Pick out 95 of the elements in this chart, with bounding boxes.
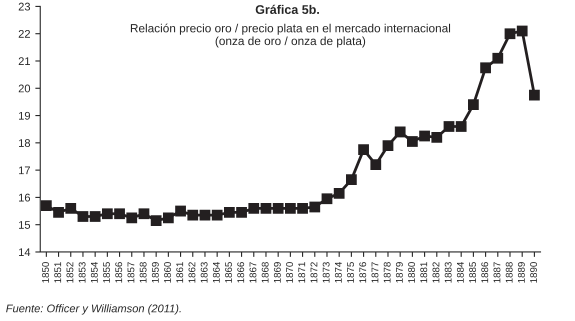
x-tick-label: 1882 [432,262,440,283]
x-tick-label: 1861 [176,262,184,283]
x-tick-label: 1870 [286,262,293,283]
point [114,208,125,220]
point [150,215,162,226]
x-tick-label: 1852 [66,262,74,283]
y-tick-label: 19 [19,112,30,120]
text: Relación precio oro / precio plata en el mercado internacional (onza de oro / onza de plata) [130,24,450,48]
y-tick-label: 16 [19,194,30,202]
point [322,193,332,204]
y-tick-label: 22 [18,30,30,38]
point [346,174,357,186]
point [382,140,394,151]
x-tick-label: 1875 [347,262,354,283]
x-tick-label: 1856 [115,262,122,283]
x-tick-label: 1865 [225,262,232,283]
point [444,121,454,132]
x-tick-label: 1883 [444,262,452,283]
point [480,62,491,74]
x-tick-label: 1859 [152,262,159,283]
point [162,212,174,224]
y-tick-label: 20 [18,84,30,92]
x-tick-label: 1873 [322,262,330,283]
x-tick-label: 1862 [188,262,196,283]
point [212,210,223,221]
x-tick-label: 1889 [518,262,525,283]
point [284,202,296,214]
point [126,212,138,224]
point [334,188,345,199]
point [407,136,418,147]
point [456,121,467,132]
x-tick-label: 1871 [298,262,306,283]
x-tick-label: 1867 [249,262,256,283]
y-tick-label: 21 [18,57,30,66]
x-tick-label: 1858 [140,262,147,283]
point [516,26,528,36]
point [40,200,52,211]
x-tick-label: 1860 [164,262,171,283]
x-tick-label: 1876 [359,262,366,283]
point [187,210,198,221]
point [297,202,308,214]
x-tick-label: 1855 [103,262,110,283]
point [504,28,516,40]
point [468,99,479,110]
x-tick-label: 1884 [456,262,464,283]
point [236,207,247,218]
x-tick-label: 1881 [420,262,428,283]
point [90,211,101,222]
x-tick-label: 1880 [408,262,415,283]
x-tick-label: 1877 [372,262,378,283]
y-tick-label: 15 [19,221,30,229]
point [65,202,76,214]
point [309,202,320,212]
point [529,90,540,100]
x-tick-label: 1888 [506,262,513,283]
y-tick-label: 23 [18,2,30,11]
x-tick-label: 1872 [310,262,318,283]
x-tick-label: 1863 [200,262,208,283]
x-tick-label: 1885 [469,262,476,283]
y-tick-label: 18 [19,139,30,147]
x-tick-label: 1850 [42,262,49,283]
x-tick-label: 1879 [396,262,403,283]
point [53,207,64,218]
x-tick-label: 1886 [481,262,488,283]
y-tick-label: 17 [19,166,30,174]
x-tick-label: 1878 [384,262,391,283]
point [260,202,272,214]
x-tick-label: 1887 [494,262,500,283]
point [492,52,504,64]
point [272,202,284,214]
x-tick-label: 1851 [54,262,62,283]
point [431,132,442,143]
point [370,159,382,170]
point [78,211,88,222]
point [224,207,235,218]
chart-title: Gráfica 5b. [256,4,319,14]
source-note: Fuente: Officer y Williamson (2011). [6,304,181,315]
point [138,208,150,220]
y-tick-label: 14 [19,248,30,256]
point [200,210,210,221]
x-tick-label: 1869 [274,262,281,283]
x-tick-label: 1868 [262,262,269,283]
point [394,126,406,138]
point [419,130,430,142]
x-tick-label: 1853 [78,262,86,283]
x-tick-label: 1854 [90,262,98,283]
x-tick-label: 1874 [334,262,342,283]
x-tick-label: 1857 [127,262,134,283]
x-tick-label: 1890 [530,262,538,283]
x-tick-label: 1864 [212,262,220,283]
point [102,208,113,220]
point [358,144,369,156]
x-tick-label: 1866 [237,262,244,283]
point [248,202,260,214]
point [175,206,186,216]
